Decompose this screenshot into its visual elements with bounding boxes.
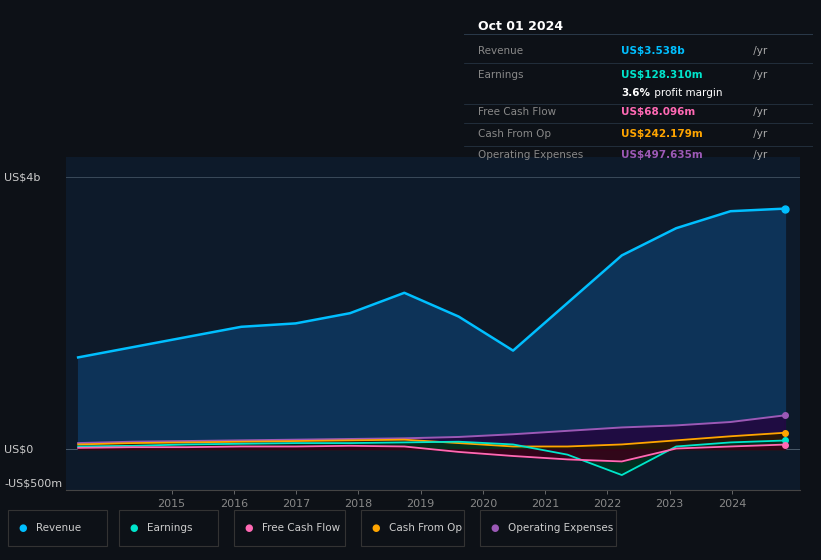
Text: Free Cash Flow: Free Cash Flow bbox=[478, 107, 556, 117]
Text: ●: ● bbox=[372, 523, 380, 533]
Text: ●: ● bbox=[19, 523, 27, 533]
Text: /yr: /yr bbox=[750, 129, 768, 139]
Text: Earnings: Earnings bbox=[147, 523, 192, 533]
Text: US$3.538b: US$3.538b bbox=[621, 46, 685, 57]
Text: Earnings: Earnings bbox=[478, 71, 523, 81]
Text: /yr: /yr bbox=[750, 107, 768, 117]
Text: US$4b: US$4b bbox=[4, 172, 40, 182]
Text: Cash From Op: Cash From Op bbox=[478, 129, 551, 139]
Text: Operating Expenses: Operating Expenses bbox=[478, 150, 583, 160]
Text: 3.6%: 3.6% bbox=[621, 88, 650, 98]
Text: US$497.635m: US$497.635m bbox=[621, 150, 703, 160]
Text: US$0: US$0 bbox=[4, 444, 34, 454]
Text: profit margin: profit margin bbox=[650, 88, 722, 98]
Text: US$128.310m: US$128.310m bbox=[621, 71, 703, 81]
Text: Operating Expenses: Operating Expenses bbox=[508, 523, 613, 533]
Text: Cash From Op: Cash From Op bbox=[389, 523, 462, 533]
Text: -US$500m: -US$500m bbox=[4, 478, 62, 488]
Text: Oct 01 2024: Oct 01 2024 bbox=[478, 20, 563, 32]
Text: ●: ● bbox=[245, 523, 253, 533]
Text: Free Cash Flow: Free Cash Flow bbox=[262, 523, 340, 533]
Text: Revenue: Revenue bbox=[478, 46, 523, 57]
Text: Revenue: Revenue bbox=[36, 523, 81, 533]
Text: /yr: /yr bbox=[750, 150, 768, 160]
Text: /yr: /yr bbox=[750, 46, 768, 57]
Text: US$242.179m: US$242.179m bbox=[621, 129, 703, 139]
Text: /yr: /yr bbox=[750, 71, 768, 81]
Text: ●: ● bbox=[130, 523, 138, 533]
Text: ●: ● bbox=[491, 523, 499, 533]
Text: US$68.096m: US$68.096m bbox=[621, 107, 695, 117]
